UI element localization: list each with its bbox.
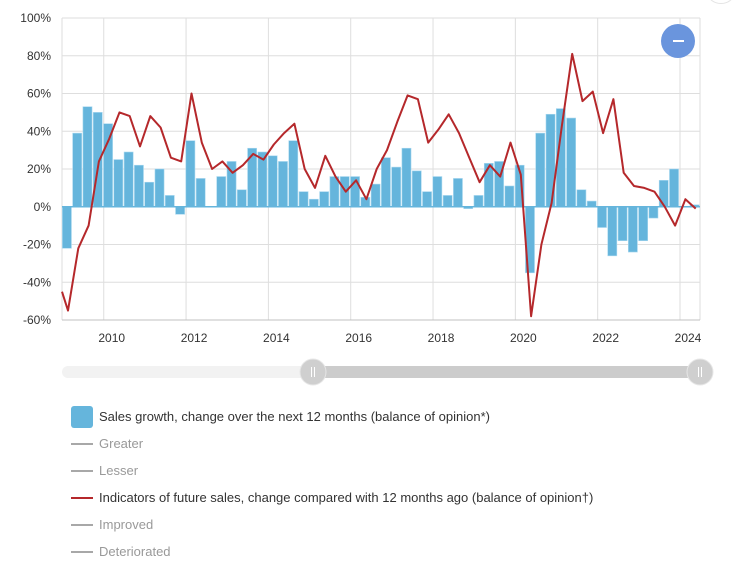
y-tick-label: -20% [23, 238, 51, 252]
bar [319, 191, 330, 208]
bar [566, 117, 576, 208]
legend-line-icon [71, 469, 93, 472]
x-tick-label: 2010 [98, 331, 125, 345]
bar [216, 176, 227, 208]
legend-item[interactable]: Greater [71, 430, 593, 457]
legend-label: Improved [99, 517, 154, 532]
bar [442, 195, 453, 208]
bar [175, 206, 185, 215]
range-slider [62, 358, 714, 386]
x-axis: 2010 2012 2014 2016 2018 2020 2022 2024 [98, 331, 701, 345]
bar [370, 183, 381, 208]
bar [113, 159, 124, 208]
x-tick-label: 2016 [345, 331, 372, 345]
x-tick-label: 2012 [181, 331, 208, 345]
y-tick-label: 40% [27, 124, 51, 138]
legend-line-icon [71, 496, 93, 499]
legend-item[interactable]: Lesser [71, 457, 593, 484]
bar [597, 206, 607, 228]
bar [391, 166, 402, 208]
bar [453, 178, 463, 208]
bar [576, 189, 587, 208]
slider-handle-start[interactable] [299, 358, 327, 386]
bar [658, 180, 669, 208]
bar [504, 185, 515, 208]
bar [586, 200, 597, 208]
bar [185, 140, 196, 208]
legend: Sales growth, change over the next 12 mo… [71, 403, 593, 565]
x-tick-label: 2022 [592, 331, 619, 345]
bar [123, 151, 134, 208]
bar [247, 147, 257, 208]
bar [411, 170, 422, 208]
line-series [61, 52, 697, 318]
legend-label: Greater [99, 436, 144, 451]
legend-line-icon [71, 523, 93, 526]
bar [278, 161, 288, 208]
bar [154, 168, 165, 208]
bar [288, 140, 299, 208]
bar [134, 164, 144, 208]
y-axis: 100% 80% 60% 40% 20% 0% -20% -40% -60% [20, 11, 51, 327]
zoom-out-button[interactable] [661, 24, 695, 58]
bar [628, 206, 638, 253]
legend-label: Lesser [99, 463, 139, 478]
bar [473, 195, 484, 208]
handle-circle [299, 358, 327, 386]
handle-circle [686, 358, 714, 386]
legend-swatch-icon [71, 405, 93, 428]
bar [62, 206, 72, 249]
bar [432, 176, 443, 208]
y-tick-label: 100% [20, 11, 51, 25]
bar [236, 189, 247, 208]
bar [72, 132, 83, 208]
x-tick-label: 2014 [263, 331, 290, 345]
y-tick-label: 60% [27, 87, 51, 101]
bar [535, 132, 546, 208]
bar [401, 147, 412, 208]
legend-item[interactable]: Indicators of future sales, change compa… [71, 484, 593, 511]
legend-item[interactable]: Sales growth, change over the next 12 mo… [71, 403, 593, 430]
x-tick-label: 2018 [428, 331, 455, 345]
x-tick-label: 2020 [510, 331, 537, 345]
y-tick-label: 0% [34, 200, 52, 214]
bar-series [62, 106, 700, 274]
legend-line-icon [71, 550, 93, 553]
y-tick-label: -40% [23, 275, 51, 289]
bar [164, 195, 175, 208]
bar [82, 106, 93, 208]
bar [267, 155, 278, 208]
bar [669, 168, 679, 208]
bar [617, 206, 628, 242]
bar [648, 206, 659, 219]
bar [309, 198, 319, 208]
y-tick-label: -60% [23, 313, 51, 327]
bar [483, 163, 494, 208]
legend-label: Indicators of future sales, change compa… [99, 490, 594, 505]
bar [638, 206, 649, 242]
bar [298, 191, 309, 208]
chart: 100%80%60%40%20%0%-20%-40%-60% 2010 2012 2… [20, 11, 714, 386]
minus-icon [672, 40, 684, 42]
slider-handle-end[interactable] [686, 358, 714, 386]
legend-label: Deteriorated [99, 544, 171, 559]
bar [195, 178, 206, 208]
legend-item[interactable]: Deteriorated [71, 538, 593, 565]
slider-selected-range [313, 366, 700, 378]
y-tick-label: 80% [27, 49, 51, 63]
bar [607, 206, 618, 257]
y-tick-label: 20% [27, 162, 51, 176]
legend-label: Sales growth, change over the next 12 mo… [99, 409, 490, 424]
legend-item[interactable]: Improved [71, 511, 593, 538]
bar [257, 151, 268, 208]
bar [381, 157, 391, 208]
legend-line-icon [71, 442, 93, 445]
x-tick-label: 2024 [675, 331, 702, 345]
bar [422, 191, 432, 208]
series-line [61, 52, 697, 318]
bar [144, 181, 155, 208]
